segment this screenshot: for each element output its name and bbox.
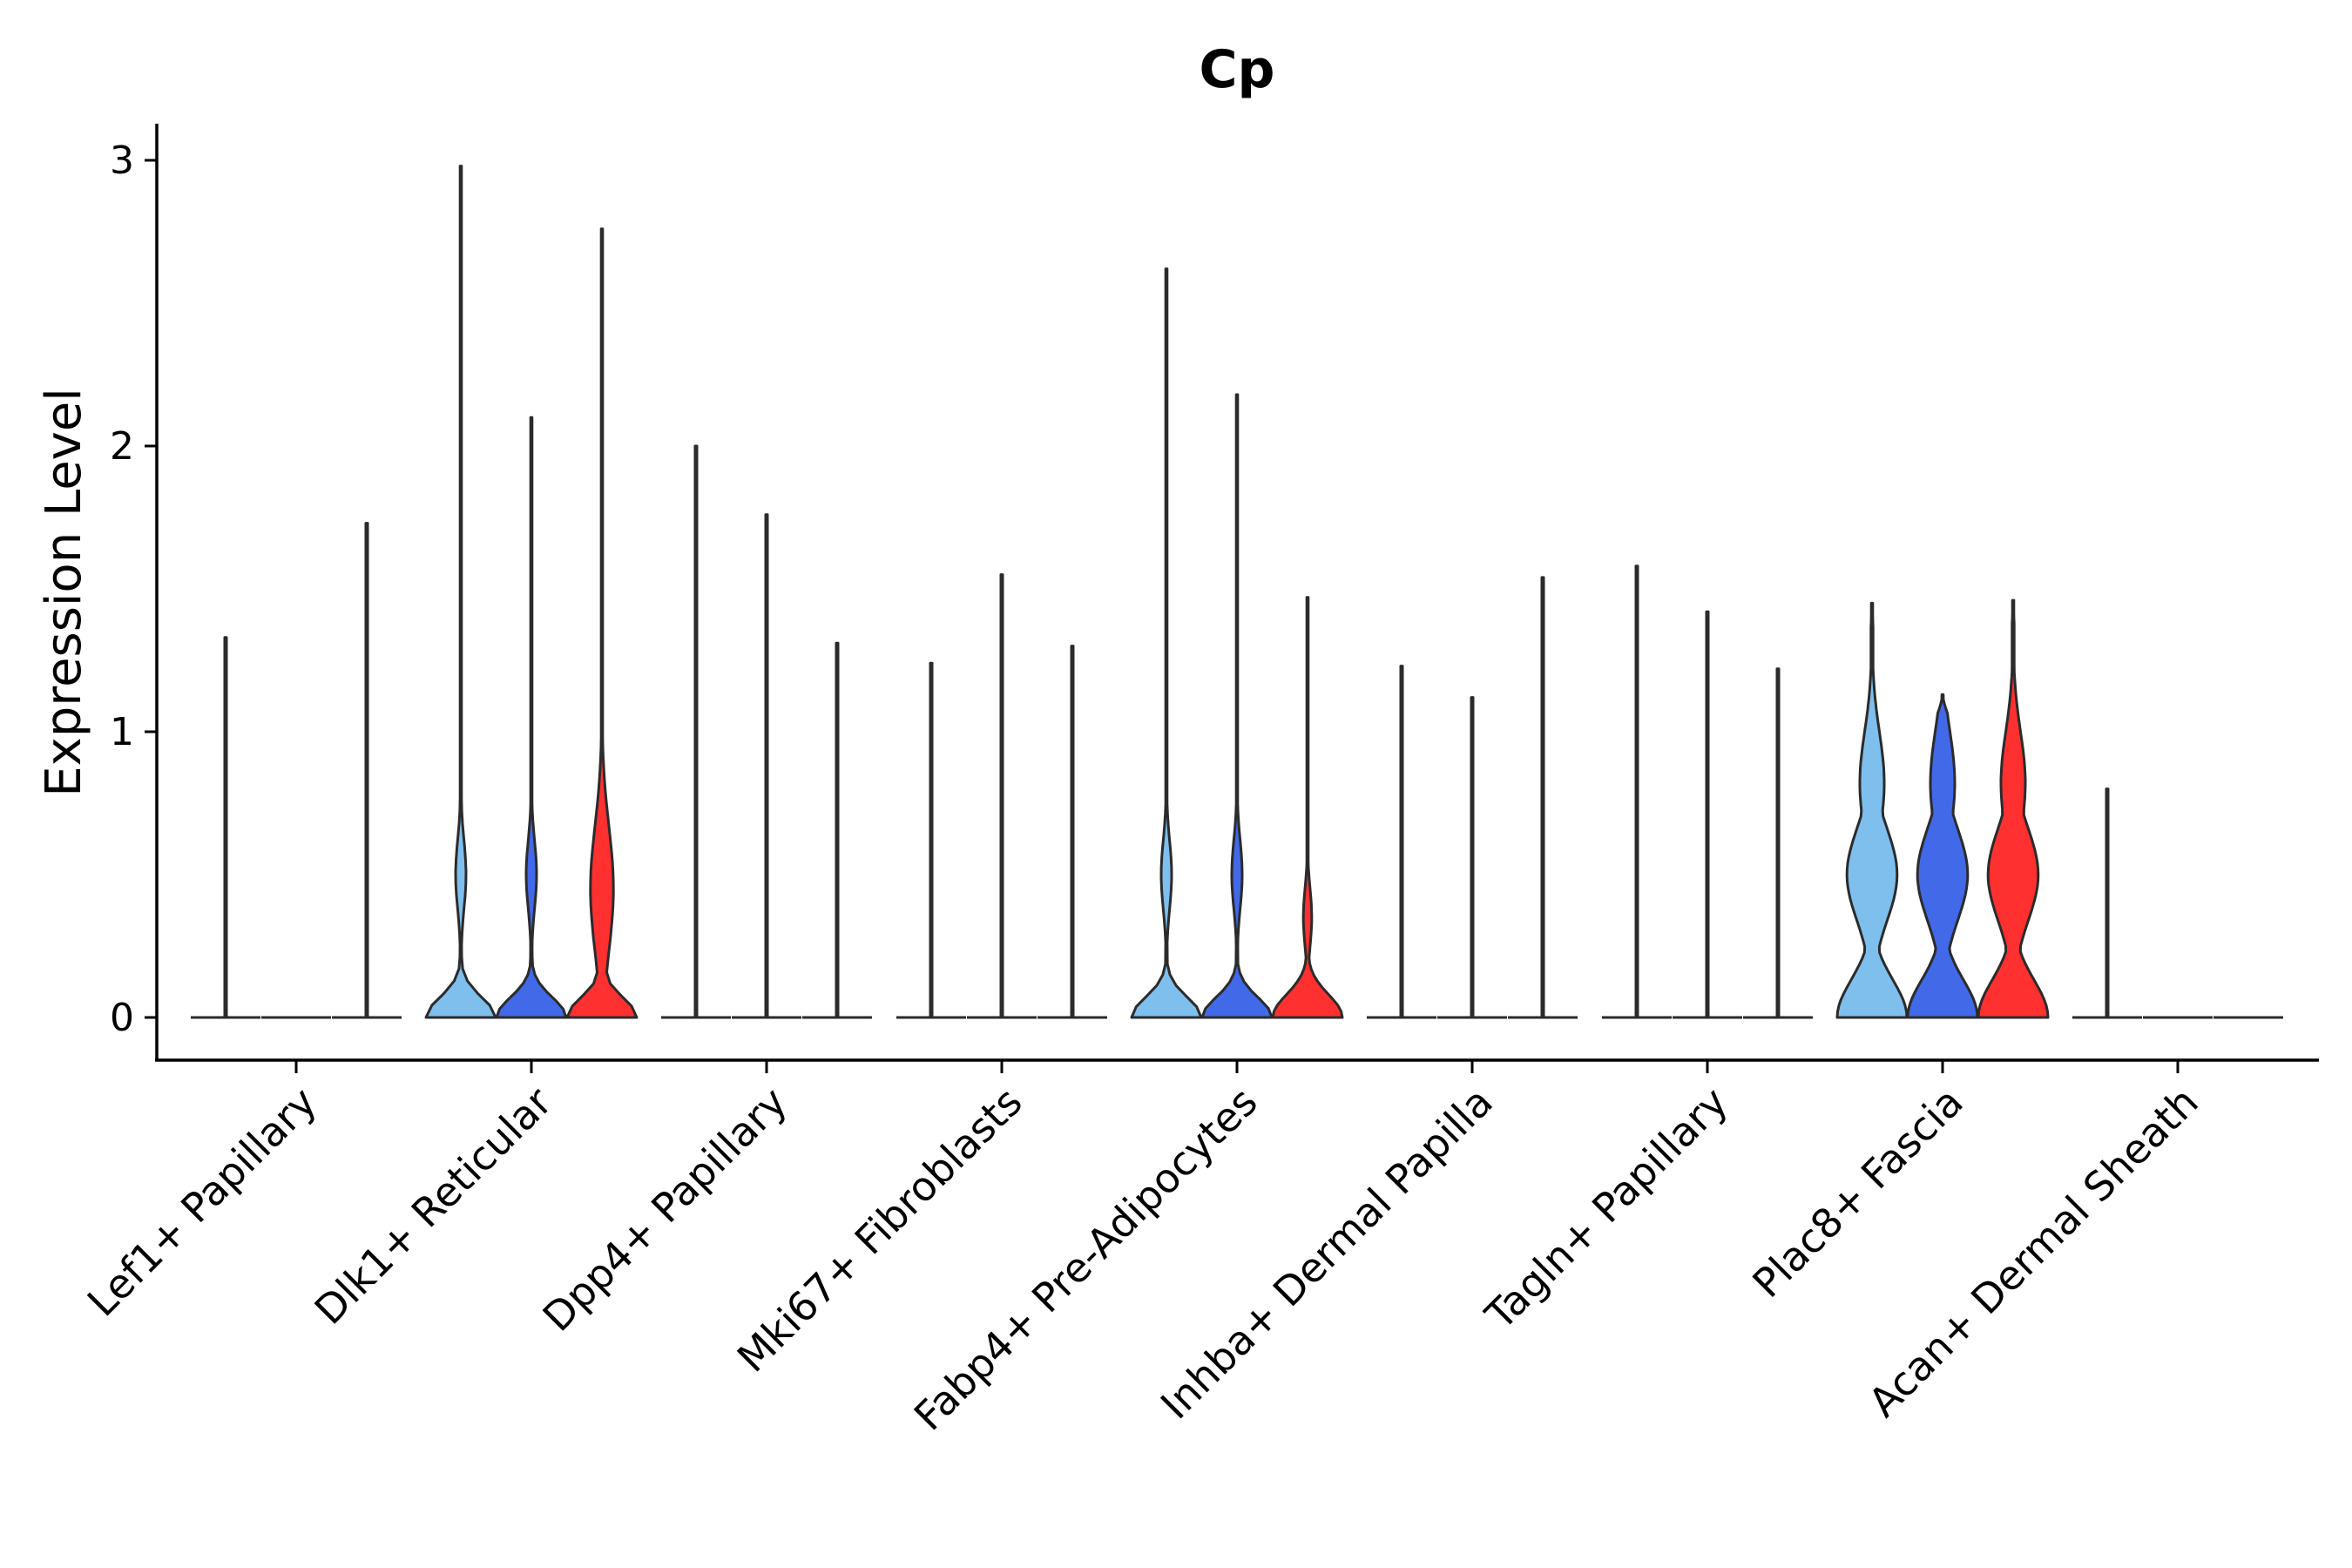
violin-group-3	[1271, 596, 1344, 1019]
violin-group-1	[1399, 665, 1404, 1019]
violin-group-2	[1200, 393, 1274, 1019]
violin-group-1	[1634, 564, 1639, 1019]
y-tick-label: 2	[110, 424, 134, 469]
violin-group-2	[495, 416, 568, 1019]
violin-group-1	[693, 444, 699, 1019]
y-tick-label: 3	[110, 139, 134, 183]
violin-group-2	[999, 573, 1004, 1019]
chart-title: Cp	[1200, 39, 1275, 100]
violin-group-1	[1130, 267, 1203, 1019]
x-tick-label: Lef1+ Papillary	[78, 1078, 326, 1326]
y-axis-label: Expression Level	[36, 388, 92, 797]
violin-group-2	[1470, 696, 1475, 1019]
violin-group-3	[1775, 667, 1781, 1019]
y-tick-label: 1	[110, 710, 134, 754]
violin-group-3	[565, 227, 639, 1019]
y-tick-label: 0	[110, 996, 134, 1040]
violin-group-1	[223, 636, 228, 1019]
violin-group-3	[835, 641, 840, 1019]
x-tick-label: Tagln+ Papillary	[1476, 1078, 1737, 1340]
x-tick-label: Plac8+ Fascia	[1743, 1078, 1971, 1307]
x-tick-label: Dpp4+ Papillary	[534, 1078, 796, 1341]
violin-group-3	[1540, 576, 1545, 1019]
x-tick-label: Dlk1+ Reticular	[306, 1078, 561, 1334]
violin-group-2	[764, 513, 769, 1019]
y-axis-ticks: 0 1 2 3	[110, 139, 157, 1040]
plot-area	[191, 165, 2283, 1019]
violin-group-2	[1906, 693, 1979, 1019]
violin-group-3	[364, 522, 369, 1019]
violin-group-1	[424, 165, 497, 1019]
violin-group-3	[1977, 598, 2050, 1019]
violin-group-1	[2105, 787, 2110, 1019]
violin-group-2	[1705, 610, 1710, 1019]
violin-group-1	[1835, 601, 1909, 1019]
violin-group-1	[929, 661, 934, 1019]
violin-group-3	[1070, 645, 1075, 1019]
